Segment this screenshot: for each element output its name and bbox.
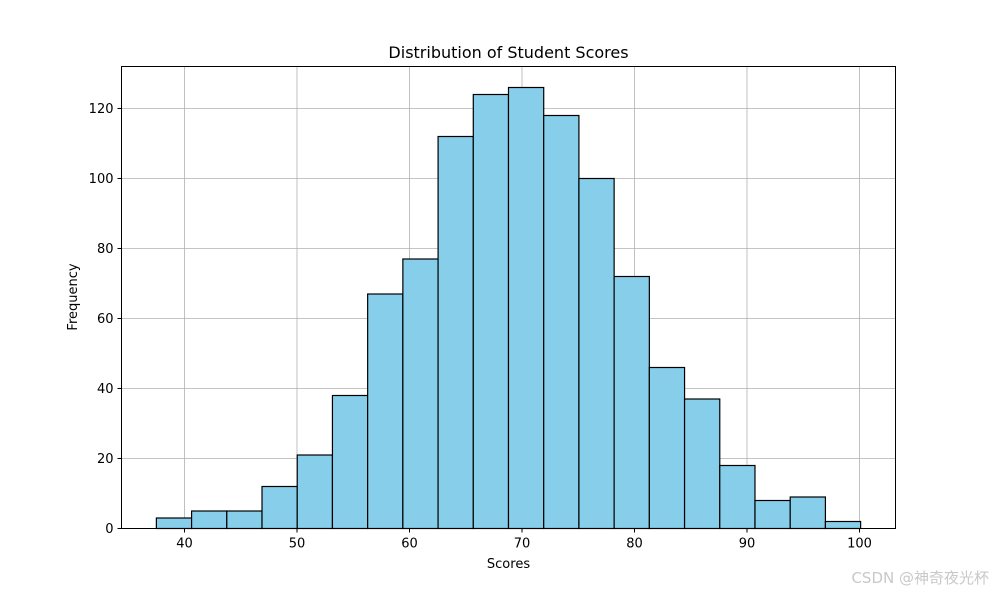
histogram-bar	[789, 496, 827, 530]
y-tick-label: 0	[105, 522, 113, 537]
histogram-bar	[543, 114, 580, 530]
histogram-bar	[261, 485, 298, 530]
histogram-bar	[367, 293, 404, 530]
histogram-bar	[719, 464, 756, 530]
watermark-text: CSDN @神奇夜光杯	[851, 569, 989, 587]
y-tick-label: 20	[97, 452, 114, 467]
plot-frame	[121, 66, 896, 529]
histogram-bar	[472, 93, 510, 530]
x-tick-label: 60	[401, 537, 418, 552]
y-tick-label: 60	[97, 312, 114, 327]
histogram-bars	[155, 86, 862, 530]
x-tick-label: 80	[626, 537, 643, 552]
histogram-bar	[507, 86, 545, 530]
x-tick-label: 70	[514, 537, 531, 552]
y-tick-label: 80	[97, 242, 114, 257]
histogram-bar	[155, 517, 193, 530]
y-tick-label: 120	[89, 102, 114, 117]
histogram-bar	[296, 454, 334, 530]
x-tick-label: 50	[289, 537, 306, 552]
histogram-bar	[402, 258, 439, 530]
histogram-bar	[683, 398, 721, 530]
axis-ticks: 40 50 60 70 80 90 100 0 20 40 60 80 100 120	[89, 102, 872, 552]
histogram-bar	[824, 520, 862, 530]
histogram-bar	[578, 177, 615, 530]
x-axis-label: Scores	[487, 557, 530, 572]
histogram-bar	[613, 275, 650, 530]
histogram-bar	[437, 135, 474, 530]
y-tick-label: 100	[89, 172, 114, 187]
y-axis-label: Frequency	[66, 263, 81, 330]
histogram-bar	[226, 510, 263, 530]
histogram-bar	[754, 499, 791, 530]
chart-title: Distribution of Student Scores	[388, 43, 628, 62]
x-tick-label: 40	[176, 537, 193, 552]
x-tick-label: 100	[847, 537, 872, 552]
x-tick-label: 90	[739, 537, 756, 552]
y-tick-label: 40	[97, 382, 114, 397]
histogram-bar	[190, 510, 228, 530]
histogram-bar	[648, 366, 686, 530]
histogram-bar	[331, 394, 369, 530]
